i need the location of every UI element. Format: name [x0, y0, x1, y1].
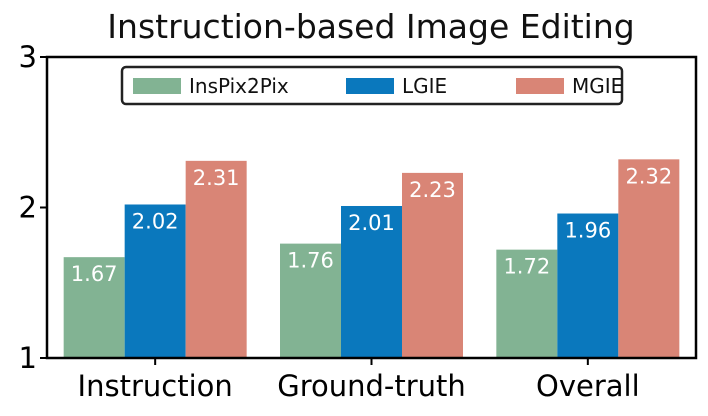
bar-value-label: 1.72	[503, 255, 550, 279]
bar-value-label: 2.02	[132, 209, 179, 233]
x-tick-label: Overall	[536, 369, 640, 403]
bar-value-label: 2.23	[409, 178, 456, 202]
legend-label-mgie: MGIE	[572, 74, 623, 98]
legend-label-lgie: LGIE	[402, 74, 447, 98]
x-tick-label: Ground-truth	[277, 369, 466, 403]
legend-label-inspix2pix: InsPix2Pix	[189, 74, 289, 98]
bar-value-label: 2.31	[193, 166, 240, 190]
legend-items: InsPix2Pix LGIE MGIE	[133, 74, 623, 98]
legend-swatch-lgie	[346, 78, 394, 94]
y-tick-label: 2	[19, 191, 37, 225]
bar-mgie-ground-truth	[402, 172, 463, 358]
legend-swatch-inspix2pix	[133, 78, 181, 94]
bar-lgie-instruction	[124, 204, 186, 358]
bar-value-label: 2.32	[625, 164, 672, 188]
bar-value-label: 1.96	[564, 219, 611, 243]
y-axis: 1 2 3	[19, 40, 47, 375]
x-tick-label: Instruction	[78, 369, 233, 403]
bar-lgie-overall	[557, 213, 619, 358]
legend: InsPix2Pix LGIE MGIE	[120, 65, 623, 106]
bars-layer	[63, 159, 680, 358]
bar-inspix2pix-ground-truth	[280, 243, 341, 358]
legend-swatch-mgie	[516, 78, 564, 94]
bar-mgie-overall	[618, 159, 680, 358]
bar-value-label: 1.76	[287, 249, 334, 273]
bar-inspix2pix-overall	[496, 249, 558, 358]
bar-value-label: 2.01	[348, 211, 395, 235]
y-tick-label: 3	[19, 40, 37, 74]
chart-title: Instruction-based Image Editing	[107, 7, 634, 46]
bar-labels-layer: 1.67 2.02 2.31 1.76 2.01 2.23 1.72 1.96 2.32	[71, 164, 672, 286]
bar-mgie-instruction	[185, 160, 247, 358]
bar-inspix2pix-instruction	[63, 257, 125, 358]
bar-lgie-ground-truth	[341, 205, 402, 358]
bar-value-label: 1.67	[71, 262, 118, 286]
y-tick-label: 1	[19, 341, 37, 375]
x-axis: Instruction Ground-truth Overall	[78, 358, 640, 403]
